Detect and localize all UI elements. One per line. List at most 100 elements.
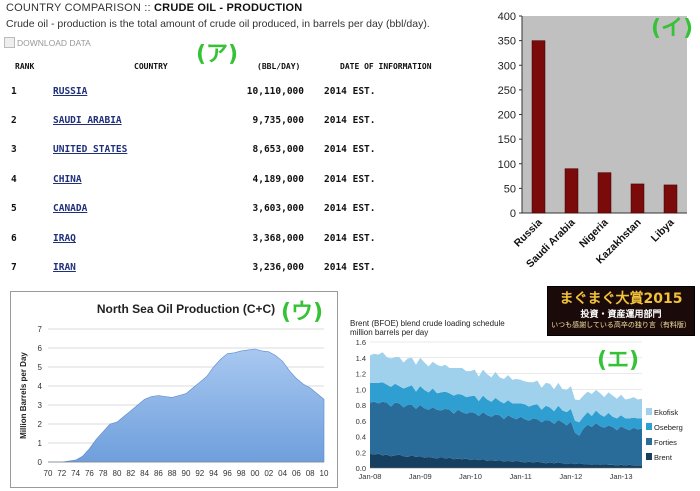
table-row: 5 CANADA 3,603,000 2014 EST. [0, 203, 480, 223]
value-cell: 3,603,000 [252, 203, 304, 214]
y-tick-label: 7 [38, 325, 43, 334]
x-tick-label: 84 [140, 469, 149, 478]
series-area [370, 401, 642, 466]
rank-cell: 5 [11, 203, 17, 214]
chart-subtitle: million barrels per day [350, 328, 428, 337]
award-banner: まぐまぐ大賞2015 投資・資産運用部門 いつも感謝している高卒の独り言（有料版… [547, 286, 695, 336]
x-tick-label: 88 [168, 469, 177, 478]
banner-line1: まぐまぐ大賞2015 [559, 291, 683, 307]
x-tick-label: 86 [154, 469, 163, 478]
header-value: (BBL/DAY) [257, 62, 301, 71]
country-link[interactable]: SAUDI ARABIA [53, 115, 122, 126]
legend-swatch [646, 408, 652, 415]
date-cell: 2014 EST. [324, 203, 376, 214]
x-tick-label: 00 [251, 469, 260, 478]
header-date: DATE OF INFORMATION [340, 62, 432, 71]
y-tick-label: 2 [38, 420, 43, 429]
table-row: 7 IRAN 3,236,000 2014 EST. [0, 262, 480, 282]
x-tick-label: Jan-10 [459, 472, 482, 481]
y-tick-label: 300 [498, 60, 516, 72]
legend-label: Ekofisk [654, 408, 678, 417]
label-a: (ア) [196, 42, 239, 67]
value-cell: 4,189,000 [252, 174, 304, 185]
label-i: (イ) [651, 16, 694, 41]
y-tick-label: 0 [38, 458, 43, 467]
table-row: 2 SAUDI ARABIA 9,735,000 2014 EST. [0, 115, 480, 135]
download-data-link[interactable]: DOWNLOAD DATA [4, 37, 91, 48]
country-link[interactable]: CHINA [53, 174, 82, 185]
y-tick-label: 0.4 [356, 433, 366, 442]
legend-label: Oseberg [654, 423, 683, 432]
x-tick-label: 10 [320, 469, 329, 478]
rank-cell: 6 [11, 233, 17, 244]
header-country: COUNTRY [134, 62, 168, 71]
x-tick-label: 96 [223, 469, 232, 478]
rank-cell: 2 [11, 115, 17, 126]
brent-loading-chart: Brent (BFOE) blend crude loading schedul… [350, 319, 683, 481]
country-link[interactable]: CANADA [53, 203, 88, 214]
y-tick-label: 1.0 [356, 385, 366, 394]
bar [564, 168, 579, 214]
series-area [370, 453, 642, 468]
table-row: 1 RUSSIA 10,110,000 2014 EST. [0, 86, 480, 106]
north-sea-chart: North Sea Oil Production (C+C) 0 1 2 3 4 5 6 7 70… [10, 291, 338, 488]
x-tick-label: 78 [99, 469, 108, 478]
country-link[interactable]: IRAQ [53, 233, 76, 244]
x-tick-label: Libya [649, 217, 677, 245]
series-area [370, 352, 642, 423]
legend-swatch [646, 438, 652, 445]
x-tick-label: Jan-11 [509, 472, 531, 481]
y-tick-label: 0.2 [356, 448, 366, 457]
x-tick-label: 04 [278, 469, 287, 478]
y-tick-label: 150 [498, 134, 516, 146]
value-cell: 3,368,000 [252, 233, 304, 244]
x-tick-label: Jan-08 [359, 472, 382, 481]
x-tick-label: Russia [512, 217, 545, 250]
series-area [370, 382, 642, 436]
date-cell: 2014 EST. [324, 144, 376, 155]
y-tick-label: 3 [38, 401, 43, 410]
y-tick-label: 100 [498, 159, 516, 171]
x-tick-label: 06 [292, 469, 301, 478]
legend-swatch [646, 453, 652, 460]
legend-label: Brent [654, 453, 673, 462]
download-icon [4, 37, 15, 48]
title-bold: CRUDE OIL - PRODUCTION [154, 2, 303, 14]
rank-cell: 7 [11, 262, 17, 273]
y-tick-label: 6 [38, 344, 43, 353]
label-e: (エ) [597, 348, 640, 373]
y-tick-label: 1.4 [356, 354, 366, 363]
x-tick-label: 92 [195, 469, 204, 478]
chart-title: North Sea Oil Production (C+C) [97, 302, 275, 316]
date-cell: 2014 EST. [324, 262, 376, 273]
country-link[interactable]: RUSSIA [53, 86, 88, 97]
x-tick-label: 02 [264, 469, 273, 478]
country-link[interactable]: IRAN [53, 262, 76, 273]
x-tick-label: 72 [57, 469, 66, 478]
y-tick-label: 50 [504, 183, 516, 195]
date-cell: 2014 EST. [324, 115, 376, 126]
production-area [48, 348, 325, 463]
header-rank: RANK [15, 62, 35, 71]
x-tick-label: Jan-09 [409, 472, 432, 481]
table-row: 6 IRAQ 3,368,000 2014 EST. [0, 233, 480, 253]
rank-cell: 3 [11, 144, 17, 155]
bar [531, 40, 546, 214]
value-cell: 9,735,000 [252, 115, 304, 126]
legend-label: Forties [654, 438, 677, 447]
country-link[interactable]: UNITED STATES [53, 144, 128, 155]
x-tick-label: Jan-13 [610, 472, 633, 481]
bar [597, 172, 612, 214]
banner-line3: いつも感謝している高卒の独り言（有料版） [551, 321, 691, 329]
x-tick-label: 94 [209, 469, 218, 478]
y-tick-label: 400 [498, 11, 516, 23]
y-axis-label: Million Barrels per Day [19, 352, 28, 439]
download-label: DOWNLOAD DATA [17, 37, 91, 48]
rank-cell: 1 [11, 86, 17, 97]
comparison-description: Crude oil - production is the total amou… [6, 18, 430, 30]
x-tick-label: 98 [237, 469, 246, 478]
value-cell: 3,236,000 [252, 262, 304, 273]
y-tick-label: 0.8 [356, 401, 366, 410]
x-tick-label: 74 [71, 469, 80, 478]
